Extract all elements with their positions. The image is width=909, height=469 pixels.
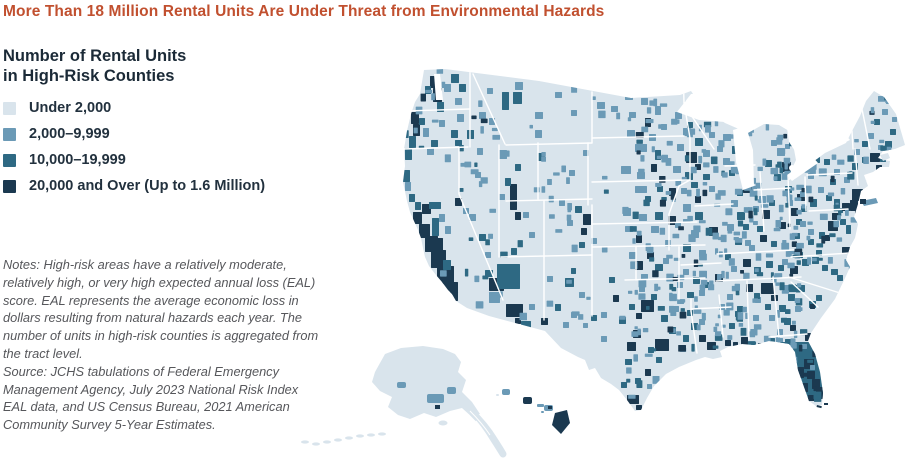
legend-label: 2,000–9,999	[29, 126, 110, 142]
legend-label: 20,000 and Over (Up to 1.6 Million)	[29, 178, 266, 194]
notes-text: Notes: High-risk areas have a relatively…	[3, 257, 319, 361]
legend-items: Under 2,000 2,000–9,999 10,000–19,999 20…	[3, 95, 343, 199]
legend-swatch-20000-over	[3, 179, 16, 193]
legend-swatch-under-2000	[3, 101, 16, 115]
map-container	[301, 54, 909, 469]
legend-heading-line2: in High-Risk Counties	[3, 67, 175, 85]
page-title: More Than 18 Million Rental Units Are Un…	[3, 3, 605, 20]
source-text: Source: JCHS tabulations of Federal Emer…	[3, 363, 299, 433]
legend-heading: Number of Rental Units in High-Risk Coun…	[3, 46, 343, 86]
legend-item-10000-19999: 10,000–19,999	[3, 147, 343, 173]
legend-label: Under 2,000	[29, 100, 112, 116]
legend-swatch-10000-19999	[3, 153, 16, 167]
legend-item-2000-9999: 2,000–9,999	[3, 121, 343, 147]
legend-item-20000-over: 20,000 and Over (Up to 1.6 Million)	[3, 173, 343, 199]
us-choropleth-map	[301, 69, 905, 458]
legend-swatch-2000-9999	[3, 127, 16, 141]
map-legend: Number of Rental Units in High-Risk Coun…	[3, 46, 343, 199]
legend-item-under-2000: Under 2,000	[3, 95, 343, 121]
legend-label: 10,000–19,999	[29, 152, 126, 168]
notes-block: Notes: High-risk areas have a relatively…	[3, 256, 319, 434]
legend-heading-line1: Number of Rental Units	[3, 47, 187, 65]
